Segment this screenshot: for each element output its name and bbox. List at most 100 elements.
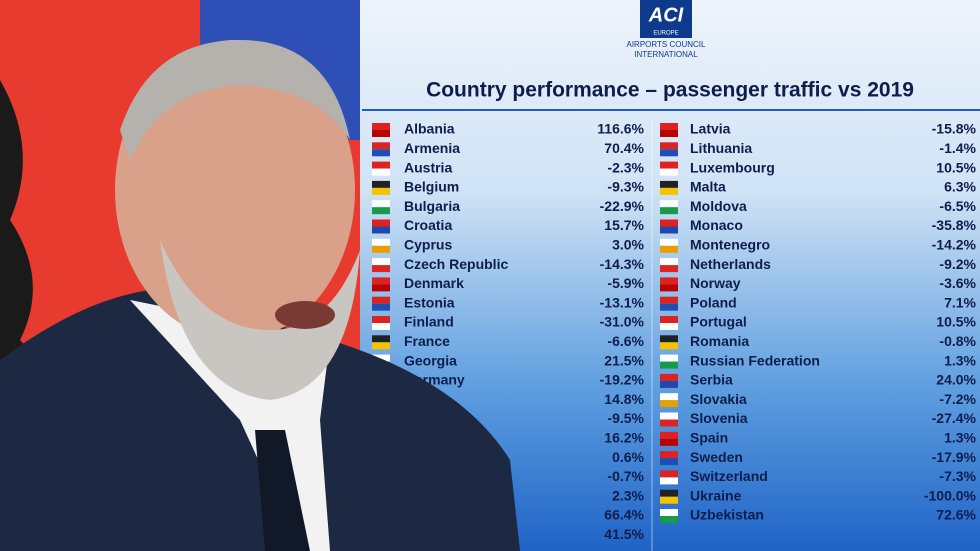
flag <box>372 168 390 176</box>
flag <box>372 226 390 234</box>
flag <box>660 516 678 523</box>
flag <box>660 226 678 234</box>
country-value: -0.8% <box>939 333 976 349</box>
flag <box>660 149 678 157</box>
country-value: -15.8% <box>932 121 977 137</box>
country-value: -19.2% <box>600 372 645 388</box>
country-name: Czech Republic <box>404 256 508 272</box>
flag <box>660 335 678 343</box>
country-value: -2.3% <box>607 159 644 175</box>
country-value: -13.1% <box>600 294 645 310</box>
country-value: 0.6% <box>612 449 644 465</box>
flag <box>660 380 678 388</box>
country-name: Moldova <box>690 198 747 214</box>
flag <box>372 354 390 362</box>
country-value: -3.6% <box>939 275 976 291</box>
country-name: Ukraine <box>690 487 742 503</box>
country-value: -5.9% <box>607 275 644 291</box>
flag <box>660 451 678 459</box>
country-name: Netherlands <box>690 256 771 272</box>
flag <box>660 496 678 504</box>
country-name: Austria <box>404 159 452 175</box>
flag <box>660 296 678 304</box>
flag <box>372 238 390 246</box>
country-value: 10.5% <box>936 314 976 330</box>
country-name: Sweden <box>690 449 743 465</box>
flag <box>660 438 678 446</box>
country-value: -6.6% <box>607 333 644 349</box>
flag <box>372 130 390 137</box>
country-value: 1.3% <box>944 352 976 368</box>
country-name: Denmark <box>404 275 464 291</box>
country-name: Slovakia <box>690 391 747 407</box>
flag <box>372 149 390 157</box>
flag <box>660 509 678 516</box>
flag <box>660 458 678 466</box>
country-value: -9.2% <box>939 256 976 272</box>
country-name: Bulgaria <box>404 198 460 214</box>
country-name: Norway <box>690 275 741 291</box>
country-name: Malta <box>690 179 726 195</box>
logo-sub: EUROPE <box>653 31 678 37</box>
country-name: Portugal <box>690 314 747 330</box>
flag <box>372 161 390 169</box>
flag <box>660 412 678 420</box>
country-value: -14.2% <box>932 237 977 253</box>
country-value: -7.2% <box>939 391 976 407</box>
flag <box>660 284 678 292</box>
flag <box>372 316 390 323</box>
country-value: -31.0% <box>600 314 645 330</box>
country-value: -0.7% <box>607 468 644 484</box>
country-name: Spain <box>690 430 728 446</box>
flag <box>372 245 390 253</box>
country-name: Romania <box>690 333 749 349</box>
country-name: Cyprus <box>404 237 452 253</box>
flag <box>660 354 678 362</box>
flag <box>660 187 678 195</box>
country-name: Switzerland <box>690 468 768 484</box>
person <box>0 40 520 551</box>
country-value: -100.0% <box>924 487 977 503</box>
flag <box>660 323 678 330</box>
flag <box>660 477 678 485</box>
flag <box>660 245 678 253</box>
country-value: 3.0% <box>612 237 644 253</box>
flag <box>660 219 678 227</box>
country-value: -14.3% <box>600 256 645 272</box>
flag <box>660 303 678 311</box>
country-name: Slovenia <box>690 410 748 426</box>
country-value: -17.9% <box>932 449 977 465</box>
country-value: 1.3% <box>944 430 976 446</box>
title: Country performance – passenger traffic … <box>426 79 914 102</box>
flag <box>372 123 390 130</box>
country-value: 2.3% <box>612 487 644 503</box>
flag <box>660 258 678 266</box>
flag <box>372 258 390 266</box>
country-value: -27.4% <box>932 410 977 426</box>
flag <box>372 207 390 215</box>
flag <box>660 393 678 401</box>
logo-org: INTERNATIONAL <box>634 50 698 59</box>
flag <box>660 180 678 188</box>
country-name: Armenia <box>404 140 460 156</box>
country-value: 7.1% <box>944 294 976 310</box>
flag <box>372 187 390 195</box>
flag <box>372 219 390 227</box>
country-name: Croatia <box>404 217 452 233</box>
flag <box>660 265 678 273</box>
country-value: 66.4% <box>604 507 644 523</box>
flag <box>372 180 390 188</box>
flag <box>660 361 678 369</box>
country-name: Lithuania <box>690 140 752 156</box>
country-name: Uzbekistan <box>690 507 764 523</box>
country-name: Montenegro <box>690 237 770 253</box>
country-value: -7.3% <box>939 468 976 484</box>
country-value: 21.5% <box>604 352 644 368</box>
country-name: Poland <box>690 294 737 310</box>
flag <box>660 168 678 176</box>
flag <box>660 431 678 439</box>
country-name: Estonia <box>404 294 455 310</box>
flag <box>660 342 678 350</box>
country-value: -6.5% <box>939 198 976 214</box>
